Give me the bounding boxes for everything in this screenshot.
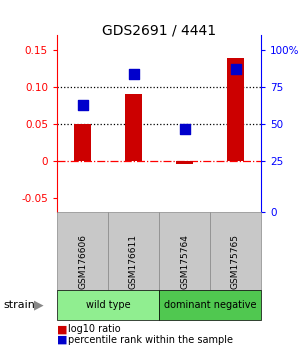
Point — [233, 66, 238, 72]
Text: ■: ■ — [57, 335, 68, 345]
Text: GSM176611: GSM176611 — [129, 234, 138, 289]
Point — [182, 126, 187, 132]
Text: GSM175764: GSM175764 — [180, 234, 189, 289]
Text: ▶: ▶ — [34, 299, 44, 312]
Text: wild type: wild type — [86, 300, 130, 310]
Bar — [74, 124, 92, 161]
Text: GSM176606: GSM176606 — [78, 234, 87, 289]
Text: log10 ratio: log10 ratio — [68, 324, 120, 334]
Bar — [176, 161, 194, 165]
Text: strain: strain — [3, 300, 35, 310]
Bar — [226, 57, 244, 161]
Bar — [124, 95, 142, 161]
Text: percentile rank within the sample: percentile rank within the sample — [68, 335, 232, 345]
Point — [131, 71, 136, 76]
Text: dominant negative: dominant negative — [164, 300, 256, 310]
Text: ■: ■ — [57, 324, 68, 334]
Text: GSM175765: GSM175765 — [231, 234, 240, 289]
Point — [80, 103, 85, 108]
Text: GDS2691 / 4441: GDS2691 / 4441 — [102, 23, 216, 37]
